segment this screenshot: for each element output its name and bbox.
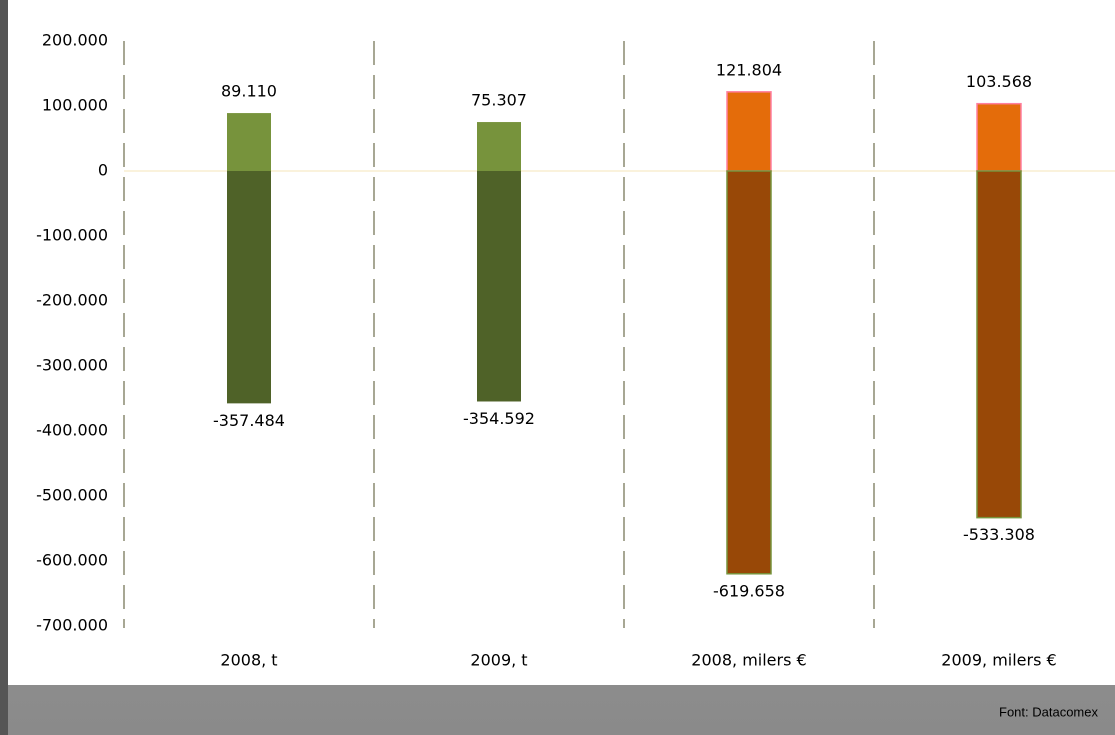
bar xyxy=(227,113,271,171)
data-label: 103.568 xyxy=(966,72,1032,91)
data-label: -533.308 xyxy=(963,525,1035,544)
x-tick-label: 2009, milers € xyxy=(941,651,1056,670)
y-tick-label: -600.000 xyxy=(36,551,108,570)
y-tick-label: -500.000 xyxy=(36,486,108,505)
y-tick-label: -300.000 xyxy=(36,356,108,375)
y-tick-label: -100.000 xyxy=(36,226,108,245)
bar xyxy=(726,91,772,172)
bar xyxy=(976,102,1022,172)
y-tick-label: 0 xyxy=(98,161,108,180)
y-tick-label: 200.000 xyxy=(42,31,108,50)
data-label: -357.484 xyxy=(213,411,285,430)
bar xyxy=(227,171,271,404)
y-tick-label: -400.000 xyxy=(36,421,108,440)
data-label: 75.307 xyxy=(471,91,527,110)
x-tick-label: 2009, t xyxy=(470,651,527,670)
y-tick-label: -700.000 xyxy=(36,616,108,635)
bar xyxy=(976,170,1022,519)
source-note: Font: Datacomex xyxy=(999,704,1098,719)
x-tick-label: 2008, t xyxy=(220,651,277,670)
plot-background xyxy=(8,0,1115,685)
bar xyxy=(726,170,772,575)
y-tick-label: -200.000 xyxy=(36,291,108,310)
x-tick-label: 2008, milers € xyxy=(691,651,806,670)
bar xyxy=(477,171,521,402)
y-tick-label: 100.000 xyxy=(42,96,108,115)
bar xyxy=(477,122,521,171)
data-label: 121.804 xyxy=(716,60,782,79)
data-label: 89.110 xyxy=(221,82,277,101)
left-strip xyxy=(0,0,8,735)
data-label: -619.658 xyxy=(713,581,785,600)
data-label: -354.592 xyxy=(463,409,535,428)
